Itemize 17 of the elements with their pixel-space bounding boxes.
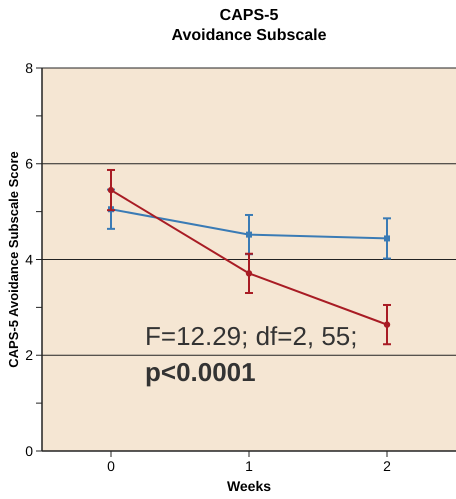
y-tick-label: 8 — [25, 60, 34, 76]
y-tick-label: 2 — [25, 347, 34, 364]
chart-title: CAPS-5 Avoidance Subscale — [171, 7, 327, 44]
point — [384, 235, 390, 242]
y-axis-title: CAPS-5 Avoidance Subscale Score — [6, 151, 21, 368]
y-tick-label: 4 — [25, 251, 34, 268]
x-tick-label: 1 — [245, 458, 254, 474]
point — [384, 321, 390, 328]
x-tick-label: 2 — [383, 458, 392, 474]
point — [246, 270, 252, 277]
x-tick-label: 0 — [107, 458, 116, 474]
x-axis-title: Weeks — [226, 478, 272, 494]
y-tick-label: 6 — [25, 156, 34, 172]
y-tick-label: 0 — [25, 442, 34, 459]
point — [246, 232, 252, 238]
annotation: p<0.0001 — [145, 357, 256, 387]
annotation: F=12.29; df=2, 55; — [145, 321, 358, 351]
